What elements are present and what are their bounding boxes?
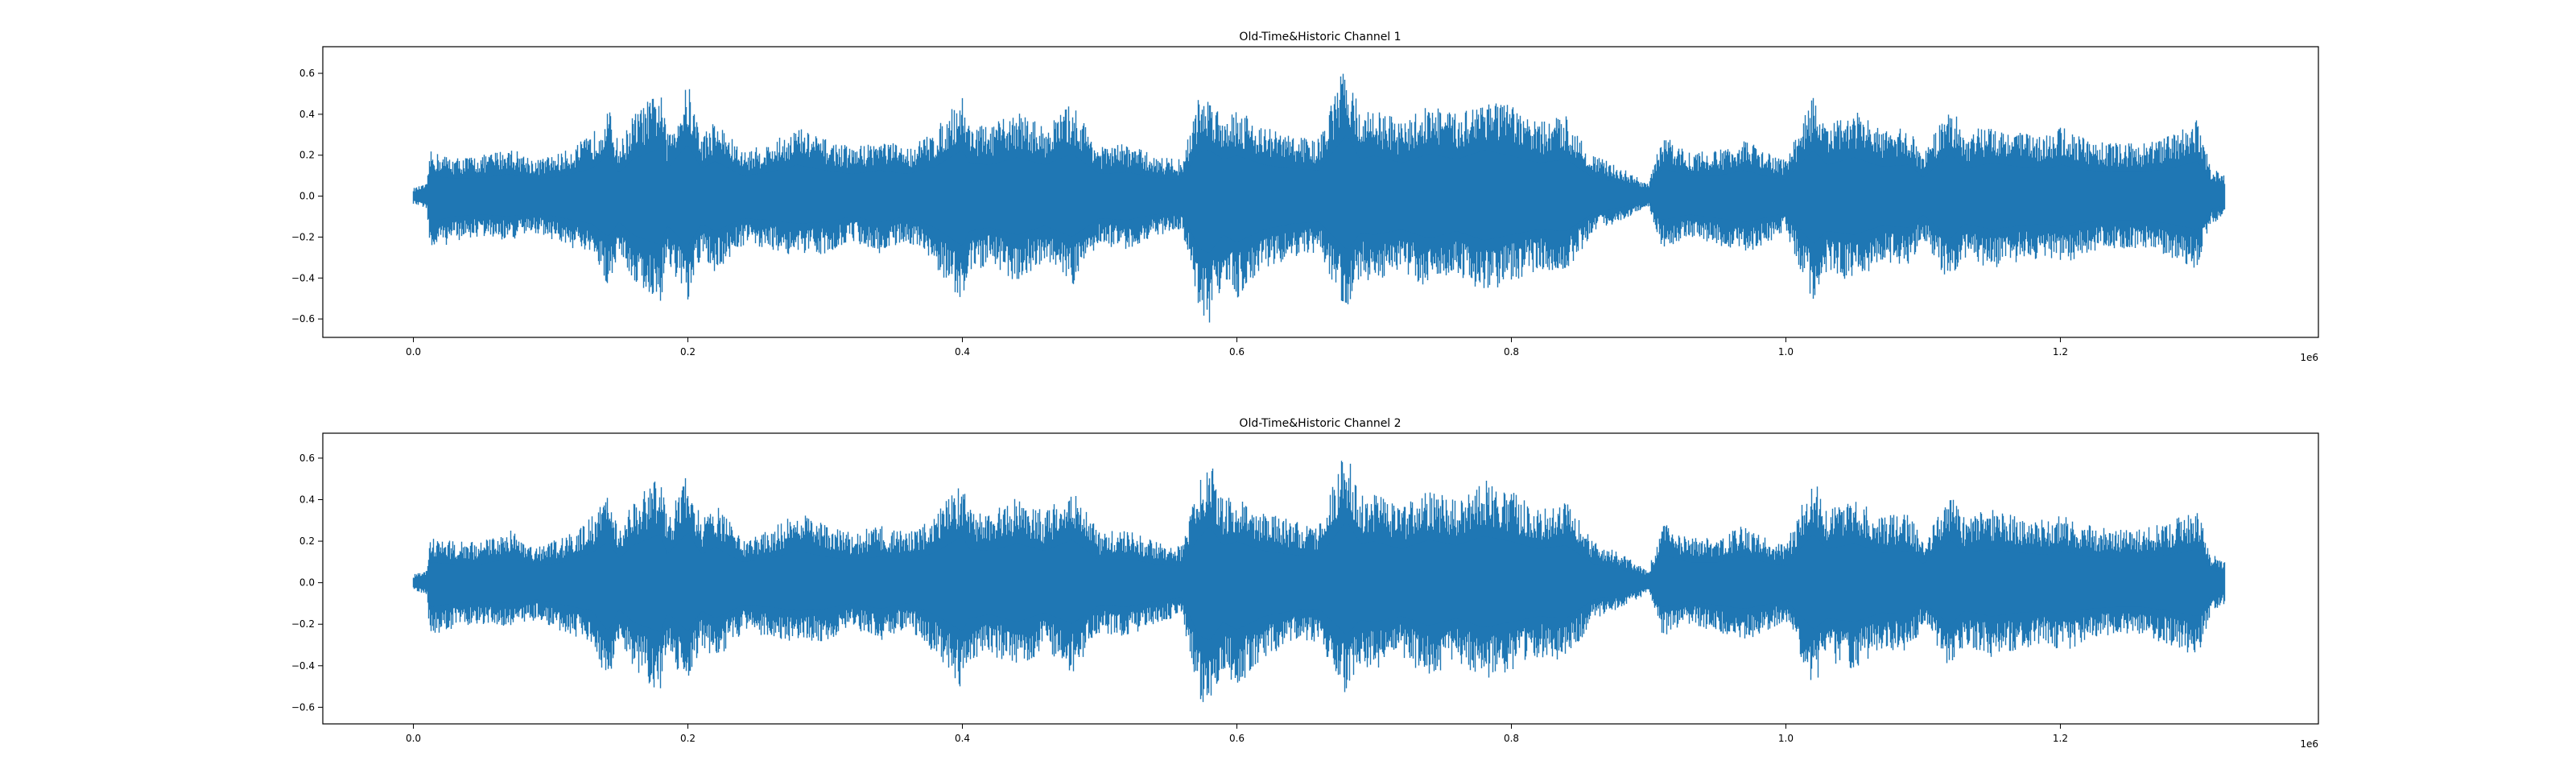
x-axis: 0.0 0.2 0.4 0.6 0.8 1.0 1.2 <box>406 724 2068 744</box>
waveform-core <box>413 135 2225 253</box>
x-tick-label: 0.6 <box>1229 346 1245 358</box>
axes-frame <box>322 432 2319 725</box>
x-tick-label: 0.6 <box>1229 733 1245 744</box>
x-tick-label: 1.0 <box>1778 733 1794 744</box>
x-tick-label: 0.8 <box>1504 346 1519 358</box>
y-tick-label: 0.2 <box>299 150 315 161</box>
y-tick-label: −0.6 <box>291 701 315 713</box>
waveform-layer <box>412 461 2226 702</box>
axes-frame <box>322 46 2319 338</box>
y-tick-label: 0.6 <box>299 453 315 464</box>
subplot-title: Old-Time&Historic Channel 2 <box>1239 417 1401 430</box>
y-tick-label: −0.4 <box>291 660 315 672</box>
x-tick-label: 1.2 <box>2053 346 2068 358</box>
y-axis: −0.6 −0.4 −0.2 0.0 0.2 0.4 0.6 <box>291 453 323 713</box>
y-tick-label: 0.0 <box>299 191 315 202</box>
y-tick-label: −0.4 <box>291 272 315 283</box>
subplot-channel-1: Old-Time&Historic Channel 1 −0.6 −0.4 −0.2… <box>291 31 2319 363</box>
x-tick-label: 1.0 <box>1778 346 1794 358</box>
waveform-layer <box>412 73 2226 323</box>
y-tick-label: 0.2 <box>299 535 315 547</box>
y-tick-label: −0.6 <box>291 313 315 324</box>
y-tick-label: 0.4 <box>299 494 315 506</box>
y-tick-label: −0.2 <box>291 618 315 630</box>
y-axis: −0.6 −0.4 −0.2 0.0 0.2 0.4 0.6 <box>291 68 323 324</box>
x-tick-label: 0.4 <box>955 733 970 744</box>
y-tick-label: 0.4 <box>299 109 315 120</box>
x-tick-label: 0.8 <box>1504 733 1519 744</box>
subplot-title: Old-Time&Historic Channel 1 <box>1239 31 1401 43</box>
y-tick-label: 0.0 <box>299 577 315 589</box>
x-tick-label: 0.4 <box>955 346 970 358</box>
x-axis: 0.0 0.2 0.4 0.6 0.8 1.0 1.2 <box>406 337 2068 358</box>
waveform-core <box>413 522 2225 640</box>
x-offset-label: 1e6 <box>2300 352 2318 363</box>
x-tick-label: 0.2 <box>680 733 696 744</box>
x-tick-label: 0.0 <box>406 346 421 358</box>
subplot-channel-2: Old-Time&Historic Channel 2 −0.6 −0.4 −0.2… <box>291 417 2319 750</box>
x-tick-label: 0.2 <box>680 346 696 358</box>
y-tick-label: −0.2 <box>291 231 315 242</box>
y-tick-label: 0.6 <box>299 68 315 79</box>
x-offset-label: 1e6 <box>2300 738 2318 750</box>
x-tick-label: 1.2 <box>2053 733 2068 744</box>
x-tick-label: 0.0 <box>406 733 421 744</box>
